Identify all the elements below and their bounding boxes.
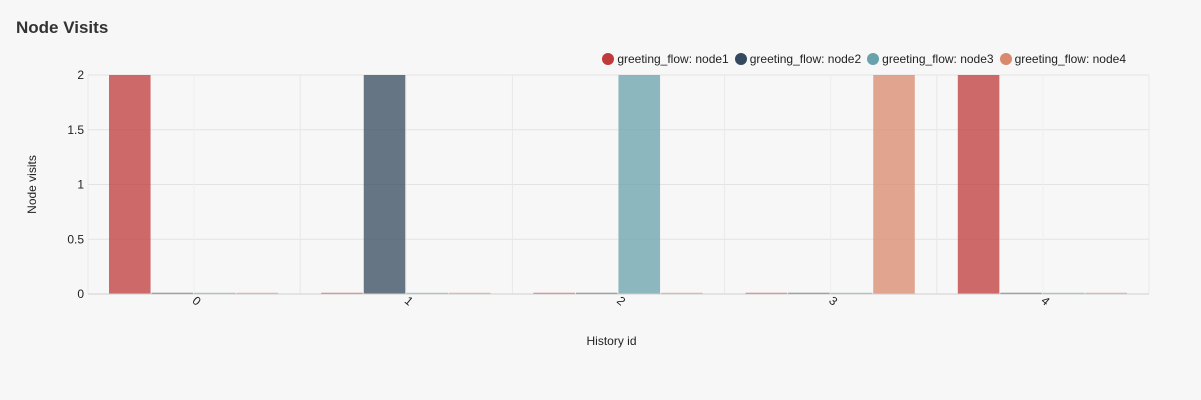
legend-label-node4: greeting_flow: node4	[1014, 52, 1126, 66]
bar	[873, 75, 915, 294]
legend-item-node2[interactable]: greeting_flow: node2	[734, 52, 862, 66]
bar	[661, 292, 703, 294]
y-tick-label: 1	[77, 178, 84, 192]
legend-swatch-node2	[734, 53, 747, 65]
x-tick-label: 1	[402, 293, 416, 308]
bar	[533, 292, 575, 294]
y-tick-label: 0	[77, 287, 84, 301]
legend-item-node1[interactable]: greeting_flow: node1	[602, 52, 729, 66]
bar	[236, 292, 279, 294]
x-tick-label: 2	[614, 293, 628, 308]
bar	[1085, 292, 1127, 294]
bar	[363, 75, 406, 294]
legend-swatch-node1	[602, 53, 615, 65]
bar	[618, 75, 661, 294]
x-axis-title: History id	[586, 334, 636, 348]
y-axis-title: Node visits	[25, 155, 39, 214]
legend-label-node3: greeting_flow: node3	[882, 52, 994, 66]
x-tick-label: 3	[826, 293, 840, 308]
legend-label-node1: greeting_flow: node1	[617, 52, 729, 66]
chart-title: Node Visits	[16, 18, 109, 37]
bar	[194, 292, 236, 294]
chart-legend: greeting_flow: node1 greeting_flow: node…	[596, 52, 1126, 66]
legend-item-node3[interactable]: greeting_flow: node3	[867, 52, 994, 66]
legend-item-node4[interactable]: greeting_flow: node4	[999, 52, 1126, 66]
bar	[1042, 292, 1085, 294]
bar	[448, 292, 491, 294]
bar	[406, 292, 448, 294]
bar	[788, 292, 830, 294]
bar	[151, 292, 194, 294]
legend-swatch-node3	[867, 53, 880, 65]
x-tick-label: 0	[190, 293, 204, 308]
bar	[830, 292, 873, 294]
x-tick-label: 4	[1038, 293, 1052, 308]
y-tick-label: 1.5	[67, 123, 84, 137]
y-tick-label: 0.5	[67, 232, 84, 246]
bar	[957, 75, 1000, 294]
bar	[109, 75, 151, 294]
bar	[321, 292, 363, 294]
bar	[575, 292, 618, 294]
y-tick-label: 2	[77, 68, 84, 82]
bar	[745, 292, 788, 294]
bar	[1000, 292, 1042, 294]
legend-label-node2: greeting_flow: node2	[749, 52, 862, 66]
legend-swatch-node4	[999, 53, 1012, 65]
